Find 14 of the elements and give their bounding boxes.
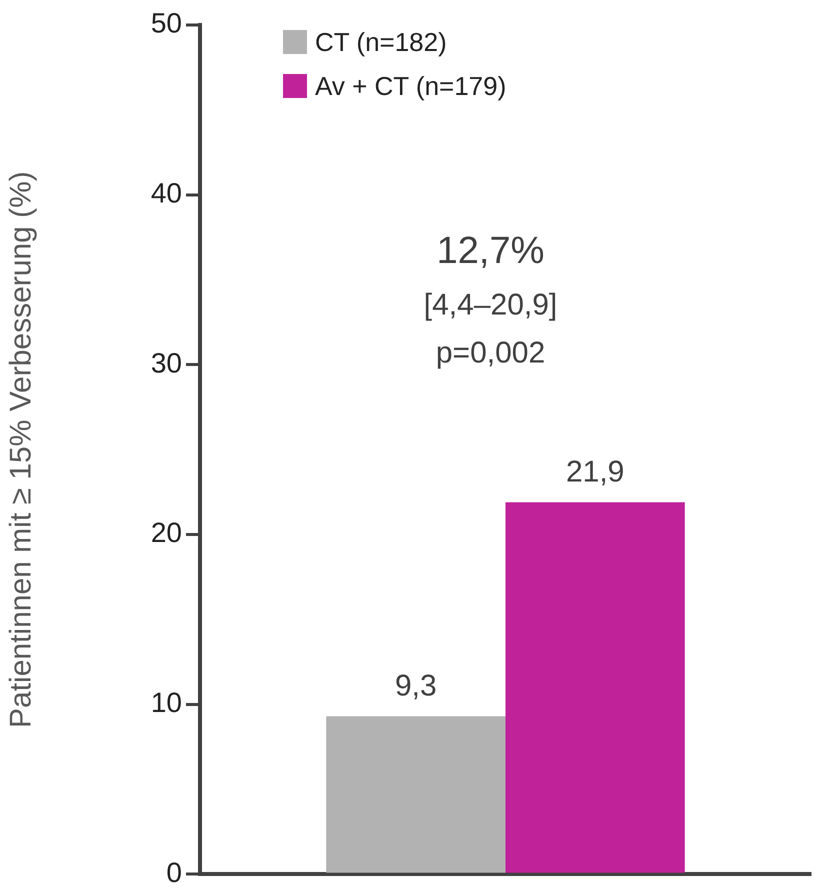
y-tick-label: 40 [150, 178, 182, 209]
y-tick-label: 10 [150, 687, 182, 718]
annotation: p=0,002 [436, 336, 546, 370]
y-tick-label: 50 [150, 8, 182, 39]
y-tick-label: 20 [150, 517, 182, 548]
y-tick-label: 0 [166, 856, 182, 888]
y-axis-title: Patientinnen mit ≥ 15% Verbesserung (%) [4, 171, 38, 728]
annotation: 12,7% [436, 230, 544, 272]
annotation: [4,4–20,9] [424, 288, 558, 322]
legend-label: Av + CT (n=179) [315, 70, 506, 102]
legend-label: CT (n=182) [315, 26, 447, 58]
data-label: 9,3 [394, 670, 437, 703]
data-label: 21,9 [566, 456, 624, 489]
y-tick-label: 30 [150, 347, 182, 378]
